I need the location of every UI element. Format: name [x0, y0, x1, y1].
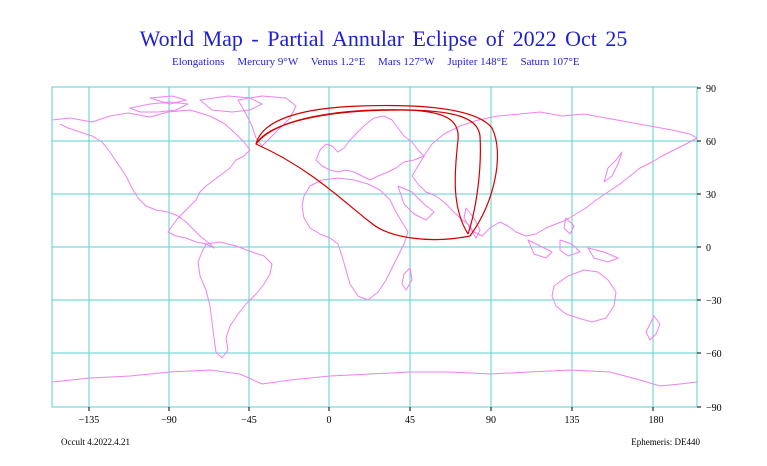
ephemeris-label: Ephemeris: DE440 — [631, 437, 700, 447]
latitude-labels: 90 60 30 0 −30 −60 −90 — [706, 84, 722, 414]
lat-tick-label: −30 — [706, 296, 722, 307]
south-america-coast — [197, 241, 273, 359]
lon-tick-label: 135 — [565, 415, 580, 426]
lon-tick-label: 45 — [405, 415, 415, 426]
lat-tick-label: 60 — [706, 137, 716, 148]
lon-tick-label: 180 — [649, 415, 664, 426]
lon-tick-label: 0 — [327, 415, 332, 426]
elongations-label: Elongations — [172, 56, 225, 68]
lat-tick-label: 30 — [706, 190, 716, 201]
lat-tick-label: 90 — [706, 84, 716, 95]
lon-tick-label: −45 — [241, 415, 257, 426]
lon-tick-label: 90 — [486, 415, 496, 426]
new-zealand-coast — [645, 315, 661, 341]
tick-marks — [88, 87, 701, 411]
antarctica-coast — [51, 369, 698, 387]
mercury-elongation: Mercury 9°W — [237, 56, 299, 68]
lat-tick-label: −90 — [706, 403, 722, 414]
software-version: Occult 4.2022.4.21 — [61, 437, 130, 447]
graticule — [52, 87, 697, 407]
lon-tick-label: −135 — [79, 415, 100, 426]
asia-coast — [411, 111, 698, 237]
eclipse-path — [255, 104, 498, 241]
jupiter-elongation: Jupiter 148°E — [447, 56, 508, 68]
arctic-islands — [129, 95, 263, 113]
eclipse-inner-limit — [255, 109, 481, 235]
mars-elongation: Mars 127°W — [378, 56, 435, 68]
coastlines — [51, 95, 698, 387]
longitude-labels: −135 −90 −45 0 45 90 135 180 — [79, 415, 664, 426]
map-title: World Map - Partial Annular Eclipse of 2… — [139, 26, 628, 51]
arabia-india-coast — [397, 185, 481, 239]
lat-tick-label: −60 — [706, 349, 722, 360]
venus-elongation: Venus 1.2°E — [310, 56, 366, 68]
lat-tick-label: 0 — [706, 243, 711, 254]
japan-coast — [603, 151, 623, 183]
greenland-coast — [237, 95, 297, 147]
madagascar-coast — [401, 267, 413, 291]
saturn-elongation: Saturn 107°E — [520, 56, 580, 68]
australia-coast — [551, 269, 617, 323]
north-america-coast — [51, 109, 251, 249]
lon-tick-label: −90 — [161, 415, 177, 426]
europe-coast — [315, 115, 425, 181]
elongations-line: Elongations Mercury 9°W Venus 1.2°E Mars… — [172, 56, 590, 68]
eclipse-outer-limit — [255, 104, 498, 241]
africa-coast — [301, 177, 409, 301]
southeast-asia-islands — [527, 217, 619, 263]
